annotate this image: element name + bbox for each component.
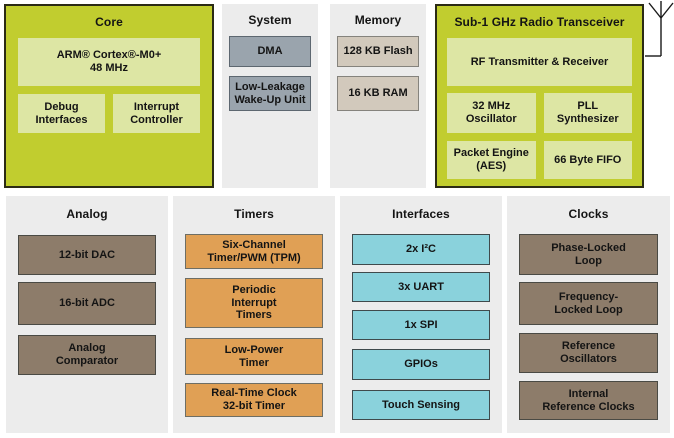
debug-interfaces-block: Debug Interfaces: [18, 94, 105, 133]
packet-engine-block: Packet Engine (AES): [447, 141, 536, 179]
antenna-icon: [645, 1, 674, 57]
uart-block: 3x UART: [352, 272, 490, 302]
radio-transceiver-panel: Sub-1 GHz Radio Transceiver RF Transmitt…: [435, 4, 644, 188]
fll-block: Frequency- Locked Loop: [519, 282, 658, 325]
memory-title: Memory: [354, 13, 402, 27]
dac-block: 12-bit DAC: [18, 235, 156, 275]
reference-oscillators-block: Reference Oscillators: [519, 333, 658, 373]
memory-panel: Memory 128 KB Flash 16 KB RAM: [330, 4, 426, 188]
core-title: Core: [95, 15, 123, 29]
analog-comparator-block: Analog Comparator: [18, 335, 156, 375]
periodic-interrupt-timers-block: Periodic Interrupt Timers: [185, 278, 323, 328]
flash-block: 128 KB Flash: [337, 36, 419, 67]
adc-block: 16-bit ADC: [18, 282, 156, 325]
system-title: System: [248, 13, 292, 27]
dma-block: DMA: [229, 36, 311, 67]
cpu-block: ARM® Cortex®-M0+ 48 MHz: [18, 38, 200, 86]
interrupt-controller-block: Interrupt Controller: [113, 94, 200, 133]
rtc-block: Real-Time Clock 32-bit Timer: [185, 383, 323, 417]
tpm-block: Six-Channel Timer/PWM (TPM): [185, 234, 323, 269]
low-power-timer-block: Low-Power Timer: [185, 338, 323, 375]
pll-synthesizer-block: PLL Synthesizer: [543, 93, 632, 133]
timers-panel: Timers Six-Channel Timer/PWM (TPM) Perio…: [173, 196, 335, 433]
analog-title: Analog: [66, 207, 108, 221]
interfaces-title: Interfaces: [392, 207, 450, 221]
radio-title: Sub-1 GHz Radio Transceiver: [454, 15, 625, 29]
ram-block: 16 KB RAM: [337, 76, 419, 111]
oscillator-32mhz-block: 32 MHz Oscillator: [447, 93, 536, 133]
core-panel: Core ARM® Cortex®-M0+ 48 MHz Debug Inter…: [4, 4, 214, 188]
fifo-block: 66 Byte FIFO: [543, 141, 632, 179]
internal-reference-clocks-block: Internal Reference Clocks: [519, 381, 658, 420]
analog-panel: Analog 12-bit DAC 16-bit ADC Analog Comp…: [6, 196, 168, 433]
pll-block: Phase-Locked Loop: [519, 234, 658, 275]
radio-row-2: 32 MHz Oscillator PLL Synthesizer: [447, 93, 632, 133]
clocks-panel: Clocks Phase-Locked Loop Frequency- Lock…: [507, 196, 670, 433]
timers-title: Timers: [234, 207, 274, 221]
i2c-block: 2x I²C: [352, 234, 490, 265]
core-sub-row: Debug Interfaces Interrupt Controller: [18, 94, 200, 133]
clocks-title: Clocks: [568, 207, 609, 221]
interfaces-panel: Interfaces 2x I²C 3x UART 1x SPI GPIOs T…: [340, 196, 502, 433]
touch-sensing-block: Touch Sensing: [352, 390, 490, 420]
radio-row-3: Packet Engine (AES) 66 Byte FIFO: [447, 140, 632, 179]
gpio-block: GPIOs: [352, 349, 490, 380]
spi-block: 1x SPI: [352, 310, 490, 340]
rf-transmitter-receiver-block: RF Transmitter & Receiver: [447, 38, 632, 86]
wakeup-unit-block: Low-Leakage Wake-Up Unit: [229, 76, 311, 111]
system-panel: System DMA Low-Leakage Wake-Up Unit: [222, 4, 318, 188]
